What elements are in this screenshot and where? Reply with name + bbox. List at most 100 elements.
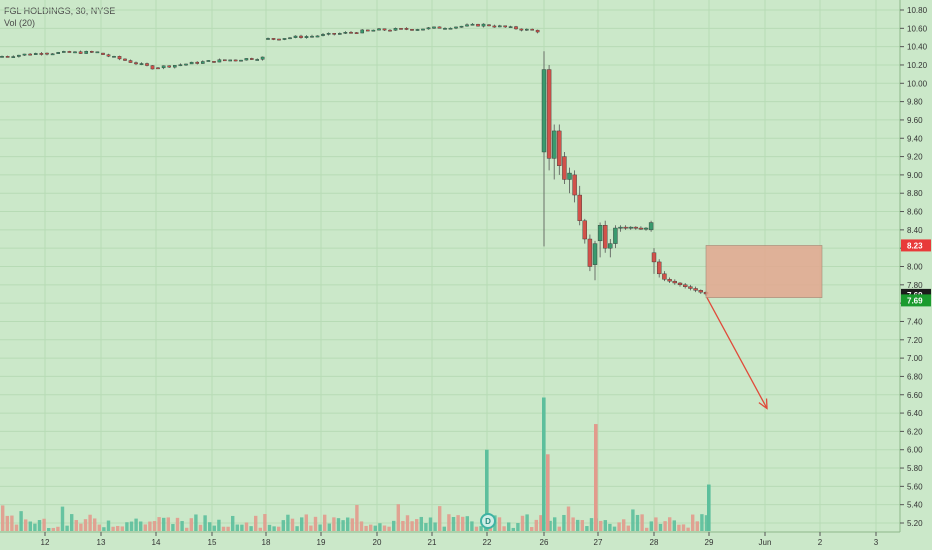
candle-body: [541, 69, 547, 153]
candle-body: [249, 58, 254, 60]
volume-bar: [447, 514, 451, 531]
candle-body: [310, 35, 314, 38]
candle-body: [134, 62, 138, 65]
volume-bar: [10, 515, 14, 531]
volume-bar: [571, 517, 575, 531]
candle-body: [212, 61, 216, 63]
volume-bar: [88, 514, 92, 531]
volume-bar: [267, 524, 272, 531]
volume-bars: [1, 397, 711, 531]
volume-bar: [194, 514, 198, 531]
volume-bar: [359, 521, 364, 531]
candle-body: [514, 26, 518, 30]
downtrend-arrow-line[interactable]: [706, 297, 768, 409]
price-tick-label: 9.40: [907, 134, 923, 143]
price-tick-label: 8.00: [907, 263, 923, 272]
candle-body: [366, 29, 370, 32]
volume-bar: [244, 522, 249, 531]
candle-body: [404, 28, 409, 30]
volume-bar: [152, 521, 157, 531]
candle-body: [657, 261, 662, 275]
candle-body: [5, 56, 10, 58]
time-tick-label: 20: [373, 538, 382, 547]
candle-body: [315, 35, 320, 38]
price-axis[interactable]: 10.80 10.60 10.40 10.20 10.00 9.80 9.60 9.40 9.2…: [899, 0, 932, 550]
volume-bar: [530, 527, 534, 531]
candle-body: [22, 53, 27, 56]
volume-bar: [525, 514, 529, 531]
price-tick-label: 5.40: [907, 501, 923, 510]
candle-body: [648, 222, 654, 231]
volume-bar: [649, 521, 653, 531]
volume-bar: [364, 525, 368, 531]
volume-bar: [640, 514, 644, 531]
price-tick-label: 5.80: [907, 464, 923, 473]
volume-bar: [617, 522, 621, 531]
candle-body: [50, 53, 55, 56]
candle-body: [332, 33, 337, 35]
price-candles: [0, 23, 709, 296]
candle-body: [28, 53, 32, 56]
volume-bar: [198, 524, 203, 531]
candle-body: [67, 51, 72, 53]
volume-bar: [557, 526, 561, 531]
volume-bar: [235, 524, 239, 531]
volume-bar: [42, 518, 46, 531]
price-tick-label: 7.80: [907, 281, 923, 290]
candle-body: [399, 28, 403, 30]
volume-bar: [622, 519, 626, 531]
chart-legend: FGL HOLDINGS, 30, NYSE Vol (20): [4, 5, 115, 29]
time-axis[interactable]: 12 13 14 15 18 19 20 21 22 26 27 28 29 Jun 2 3: [0, 531, 900, 547]
volume-bar: [589, 518, 594, 531]
price-tick-label: 7.00: [907, 354, 923, 363]
volume-bar: [33, 523, 37, 531]
volume-bar: [56, 526, 60, 531]
volume-bar: [309, 525, 313, 531]
target-zone-rect[interactable]: [705, 245, 823, 298]
volume-bar: [327, 523, 331, 531]
candle-body: [338, 33, 342, 35]
volume-bar: [378, 523, 382, 531]
candle-body: [525, 28, 529, 31]
volume-bar: [290, 518, 295, 531]
volume-bar: [318, 524, 322, 531]
candle-body: [633, 226, 638, 229]
volume-bar: [346, 517, 350, 531]
volume-bar: [97, 524, 101, 531]
candle-body: [260, 56, 265, 60]
candle-body: [426, 27, 431, 30]
candle-body: [56, 52, 60, 54]
volume-bar: [405, 515, 410, 531]
price-tag-label: 7.69: [907, 296, 923, 305]
volume-bar: [70, 514, 74, 531]
volume-bar: [663, 521, 667, 531]
drawing-overlay[interactable]: D: [480, 245, 823, 529]
volume-bar: [120, 526, 124, 531]
candle-body: [128, 60, 133, 63]
volume-bar: [304, 514, 308, 531]
candle-body: [492, 25, 497, 28]
candle-body: [459, 25, 464, 28]
dividend-marker-label: D: [485, 517, 491, 526]
volume-bar: [162, 517, 166, 531]
time-tick-label: 21: [428, 538, 437, 547]
volume-bar: [341, 520, 345, 531]
volume-bar: [93, 518, 97, 531]
price-tag: [901, 294, 931, 307]
candle-body: [662, 273, 667, 280]
volume-bar: [479, 526, 483, 531]
candle-body: [217, 59, 222, 63]
candle-body: [84, 51, 88, 54]
volume-spike: [542, 397, 546, 531]
dividend-marker[interactable]: [480, 513, 496, 529]
volume-bar: [507, 522, 511, 531]
candle-body: [95, 51, 100, 54]
candle-body: [577, 194, 582, 221]
volume-bar: [465, 516, 469, 531]
candle-body: [117, 56, 122, 60]
candle-body: [508, 26, 513, 28]
candle-body: [638, 227, 644, 230]
volume-bar: [139, 521, 143, 531]
candle-body: [288, 37, 292, 40]
